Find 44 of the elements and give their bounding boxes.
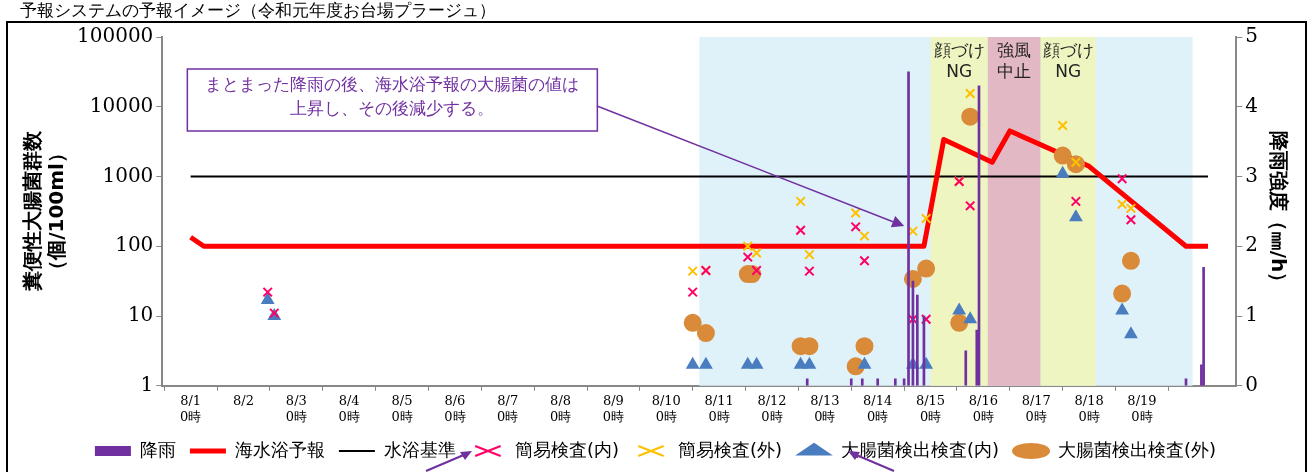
y-tick-label: 10 <box>127 302 154 327</box>
y2-tick-label: 5 <box>1245 23 1259 48</box>
x-tick-label: 8/1 0時 <box>179 392 202 424</box>
x-tick-label: 8/11 0時 <box>704 392 734 424</box>
x-tick-label: 8/5 0時 <box>391 392 413 424</box>
band-label: 顔づけNG <box>933 39 985 81</box>
y2-axis-title: 降雨強度（㎜/h） <box>1266 130 1291 293</box>
x-tick-label: 8/17 0時 <box>1021 392 1051 424</box>
x-tick-label: 8/8 0時 <box>549 392 572 424</box>
y2-tick-label: 1 <box>1245 302 1259 327</box>
legend-label: 海水浴予報 <box>234 438 325 460</box>
band-label: 顔づけNG <box>1042 39 1094 81</box>
legend-label: 水浴基準 <box>383 438 456 460</box>
x-tick-label: 8/16 0時 <box>968 392 998 424</box>
x-tick-label: 8/14 0時 <box>863 392 893 424</box>
y-tick-label: 100 <box>115 232 154 257</box>
legend-label: 大腸菌検出検査(外) <box>1058 438 1217 460</box>
x-tick-label: 8/7 0時 <box>497 392 519 424</box>
y2-tick-label: 3 <box>1245 162 1259 187</box>
legend-label: 簡易検査(外) <box>677 438 782 460</box>
legend-label: 簡易検査(内) <box>514 438 619 460</box>
x-tick-label: 8/10 0時 <box>651 392 681 424</box>
x-tick-label: 8/19 0時 <box>1127 392 1157 424</box>
y-tick-label: 100000 <box>76 23 154 48</box>
band-label: 強風中止 <box>997 39 1032 81</box>
y-tick-label: 10000 <box>89 92 154 117</box>
x-tick-label: 8/18 0時 <box>1074 392 1104 424</box>
x-tick-label: 8/9 0時 <box>602 392 625 424</box>
annotation: まとまった降雨の後、海水浴予報の大腸菌の値は上昇し、その後減少する。 <box>205 73 580 118</box>
x-tick-label: 8/12 0時 <box>757 392 787 424</box>
y-axis-title: 糞便性大腸菌群数（個/100ml） <box>20 130 69 293</box>
x-tick-label: 8/13 0時 <box>810 392 840 424</box>
x-tick-label: 8/3 0時 <box>285 392 307 424</box>
y2-tick-label: 0 <box>1245 372 1259 396</box>
x-tick-label: 8/15 0時 <box>915 392 946 424</box>
y-tick-label: 1000 <box>102 162 154 187</box>
x-tick-label: 8/2 <box>233 392 254 408</box>
y-tick-label: 1 <box>140 372 154 396</box>
legend-label: 降雨 <box>139 438 176 460</box>
y2-tick-label: 4 <box>1245 92 1259 117</box>
x-tick-label: 8/4 0時 <box>338 392 360 424</box>
y2-tick-label: 2 <box>1245 232 1259 257</box>
chart-title: 予報システムの予報イメージ（令和元年度お台場プラージュ） <box>20 0 496 20</box>
x-tick-label: 8/6 0時 <box>444 392 466 424</box>
